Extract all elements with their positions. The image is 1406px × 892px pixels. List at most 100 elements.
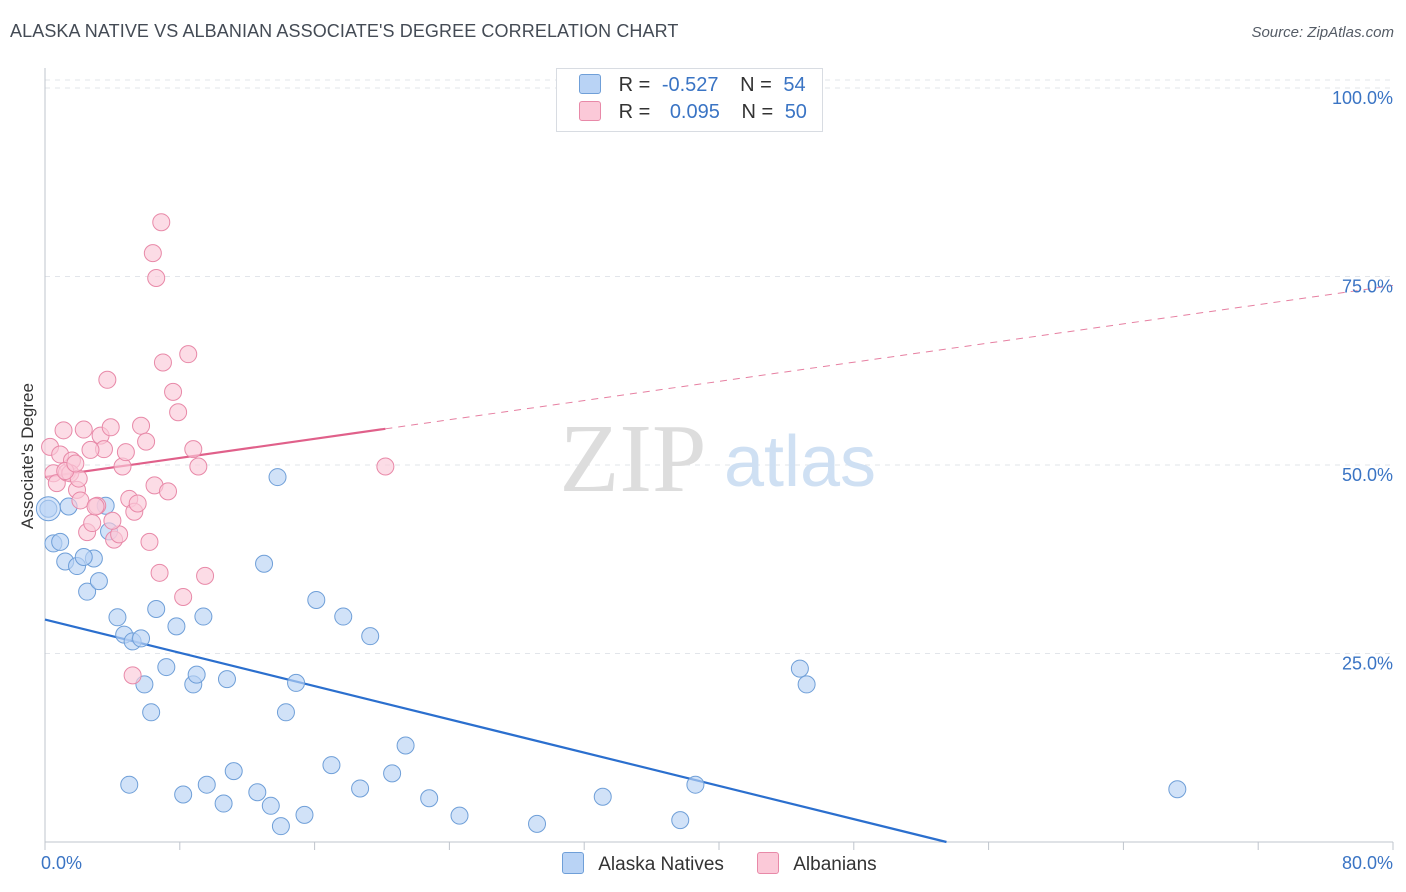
point-albanians bbox=[152, 213, 171, 232]
y-tick-label: 100.0% bbox=[1332, 88, 1393, 108]
legend-r-label: R = bbox=[618, 74, 651, 96]
point-albanians bbox=[66, 454, 85, 473]
legend-swatch-alaska-natives bbox=[579, 74, 601, 94]
legend-r-value: -0.527 bbox=[661, 74, 719, 96]
legend-r-label: R = bbox=[618, 101, 651, 123]
source-label: Source: ZipAtlas.com bbox=[1251, 24, 1394, 41]
point-alaska-natives bbox=[295, 805, 314, 824]
x-tick-label: 0.0% bbox=[41, 853, 82, 873]
point-alaska-natives bbox=[307, 590, 326, 609]
point-albanians bbox=[137, 432, 156, 451]
point-albanians bbox=[147, 269, 166, 288]
point-alaska-natives bbox=[361, 627, 380, 646]
legend-n-value: 50 bbox=[784, 101, 807, 123]
point-alaska-natives bbox=[686, 775, 705, 794]
bottom-legend-label: Alaska Natives bbox=[598, 854, 724, 875]
trend-line-1 bbox=[44, 427, 386, 479]
point-alaska-natives bbox=[261, 796, 280, 815]
point-alaska-natives bbox=[351, 779, 370, 798]
point-alaska-natives bbox=[396, 736, 415, 755]
point-albanians bbox=[86, 497, 105, 516]
legend-row-albanians: R = 0.095 N = 50 bbox=[579, 101, 807, 127]
point-albanians bbox=[150, 563, 169, 582]
point-albanians bbox=[74, 420, 93, 439]
legend-r-value: 0.095 bbox=[669, 101, 720, 123]
point-albanians bbox=[123, 666, 142, 685]
point-alaska-natives bbox=[593, 787, 612, 806]
point-alaska-natives bbox=[197, 775, 216, 794]
point-alaska-natives bbox=[248, 783, 267, 802]
point-alaska-natives bbox=[78, 582, 97, 601]
trend-line-0 bbox=[44, 618, 947, 844]
point-alaska-natives bbox=[276, 703, 295, 722]
point-alaska-natives-large bbox=[35, 496, 61, 522]
y-tick-label: 25.0% bbox=[1342, 654, 1393, 674]
bottom-legend-alaska-natives: Alaska Natives bbox=[562, 852, 724, 876]
point-alaska-natives bbox=[383, 764, 402, 783]
bottom-legend-swatch-albanians bbox=[757, 852, 779, 874]
point-albanians bbox=[159, 482, 178, 501]
point-alaska-natives bbox=[147, 600, 166, 619]
point-albanians bbox=[164, 382, 183, 401]
point-alaska-natives bbox=[74, 547, 93, 566]
point-albanians bbox=[179, 345, 198, 364]
point-albanians bbox=[143, 244, 162, 263]
point-alaska-natives bbox=[157, 658, 176, 677]
point-alaska-natives bbox=[217, 670, 236, 689]
point-albanians bbox=[128, 494, 147, 513]
legend-n-label: N = bbox=[741, 101, 774, 123]
point-alaska-natives bbox=[1168, 780, 1187, 799]
point-alaska-natives bbox=[450, 806, 469, 825]
point-albanians bbox=[54, 421, 73, 440]
point-alaska-natives bbox=[255, 554, 274, 573]
legend-row-alaska-natives: R = -0.527 N = 54 bbox=[579, 74, 806, 100]
point-alaska-natives bbox=[51, 532, 70, 551]
point-albanians bbox=[101, 418, 120, 437]
bottom-legend-label: Albanians bbox=[793, 854, 877, 875]
point-alaska-natives bbox=[167, 617, 186, 636]
point-alaska-natives bbox=[108, 608, 127, 627]
point-alaska-natives bbox=[132, 629, 151, 648]
point-alaska-natives bbox=[271, 817, 290, 836]
point-albanians bbox=[174, 587, 193, 606]
point-alaska-natives bbox=[420, 789, 439, 808]
point-albanians bbox=[103, 511, 122, 530]
point-alaska-natives bbox=[142, 703, 161, 722]
point-albanians bbox=[169, 403, 188, 422]
y-axis-label: Associate's Degree bbox=[18, 383, 37, 529]
point-albanians bbox=[132, 416, 151, 435]
point-albanians bbox=[83, 514, 102, 533]
point-alaska-natives bbox=[120, 775, 139, 794]
point-albanians bbox=[376, 457, 395, 476]
point-alaska-natives bbox=[671, 811, 690, 830]
legend-n-value: 54 bbox=[783, 74, 806, 96]
point-alaska-natives bbox=[797, 675, 816, 694]
bottom-legend-swatch-alaska-natives bbox=[562, 852, 584, 874]
chart-title: ALASKA NATIVE VS ALBANIAN ASSOCIATE'S DE… bbox=[10, 21, 679, 41]
legend-swatch-albanians bbox=[579, 101, 601, 121]
point-alaska-natives bbox=[322, 756, 341, 775]
point-albanians bbox=[196, 566, 215, 585]
point-albanians bbox=[140, 532, 159, 551]
point-alaska-natives bbox=[194, 607, 213, 626]
watermark-atlas: atlas bbox=[724, 422, 876, 502]
watermark-zip: ZIP bbox=[560, 405, 707, 513]
x-tick-label: 80.0% bbox=[1342, 853, 1393, 873]
point-alaska-natives bbox=[287, 673, 306, 692]
point-albanians bbox=[153, 353, 172, 372]
trend-line-extension-1 bbox=[385, 285, 1394, 430]
y-tick-label: 50.0% bbox=[1342, 465, 1393, 485]
point-alaska-natives bbox=[268, 468, 287, 487]
stats-legend: R = -0.527 N = 54 R = 0.095 N = 50 bbox=[556, 68, 823, 132]
point-alaska-natives bbox=[528, 814, 547, 833]
point-albanians bbox=[189, 457, 208, 476]
point-albanians bbox=[184, 440, 203, 459]
point-alaska-natives bbox=[214, 794, 233, 813]
point-albanians bbox=[81, 440, 100, 459]
point-alaska-natives bbox=[174, 785, 193, 804]
bottom-legend-albanians: Albanians bbox=[757, 852, 877, 876]
point-alaska-natives bbox=[790, 659, 809, 678]
point-alaska-natives bbox=[224, 762, 243, 781]
point-albanians bbox=[116, 443, 135, 462]
